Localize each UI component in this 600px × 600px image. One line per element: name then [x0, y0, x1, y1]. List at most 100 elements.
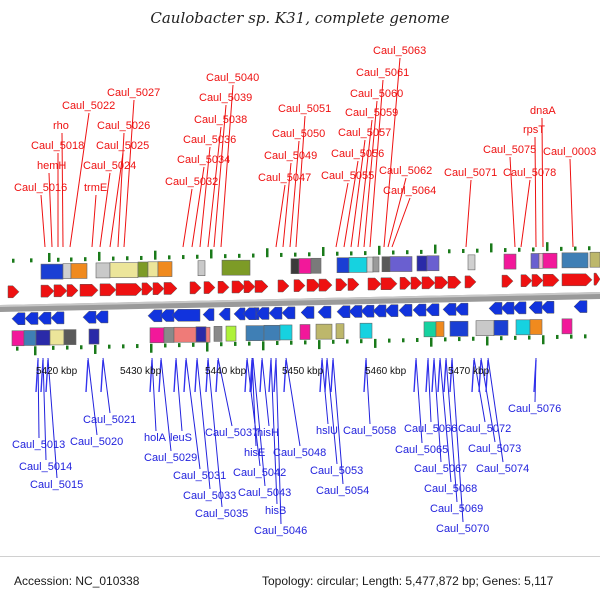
- gene-label[interactable]: hisH: [257, 427, 280, 439]
- gene-label[interactable]: Caul_5067: [414, 463, 468, 475]
- reverse-gene-arrow[interactable]: [488, 302, 503, 315]
- feature-block[interactable]: [336, 257, 350, 273]
- forward-gene-arrow[interactable]: [7, 285, 20, 299]
- feature-block[interactable]: [435, 321, 445, 337]
- forward-gene-arrow[interactable]: [203, 281, 216, 294]
- reverse-gene-arrow[interactable]: [255, 307, 270, 320]
- reverse-gene-arrow[interactable]: [281, 306, 296, 320]
- forward-gene-arrow[interactable]: [335, 278, 348, 291]
- gene-label[interactable]: Caul_5073: [468, 443, 522, 455]
- feature-block[interactable]: [561, 318, 573, 335]
- gene-label[interactable]: Caul_5021: [83, 414, 137, 426]
- gene-label[interactable]: Caul_5016: [14, 182, 68, 194]
- gene-label[interactable]: Caul_5071: [444, 167, 498, 179]
- feature-block[interactable]: [35, 329, 51, 346]
- forward-gene-arrow[interactable]: [66, 284, 79, 297]
- forward-gene-arrow[interactable]: [410, 276, 423, 290]
- forward-gene-arrow[interactable]: [306, 279, 321, 292]
- feature-block[interactable]: [530, 253, 540, 269]
- gene-label[interactable]: Caul_5020: [70, 436, 124, 448]
- forward-gene-arrow[interactable]: [318, 278, 333, 292]
- reverse-gene-arrow[interactable]: [336, 305, 351, 318]
- feature-block[interactable]: [109, 262, 139, 278]
- reverse-gene-arrow[interactable]: [573, 300, 588, 313]
- feature-block[interactable]: [381, 256, 391, 273]
- gene-label[interactable]: Caul_5053: [310, 465, 364, 477]
- gene-label[interactable]: Caul_5013: [12, 439, 66, 451]
- feature-block[interactable]: [149, 327, 165, 344]
- forward-gene-arrow[interactable]: [593, 272, 600, 286]
- forward-gene-arrow[interactable]: [231, 280, 246, 294]
- feature-block[interactable]: [263, 324, 281, 341]
- forward-feature-blocks[interactable]: [40, 251, 600, 280]
- reverse-gene-arrow[interactable]: [425, 303, 440, 317]
- gene-label[interactable]: Caul_5018: [31, 140, 85, 152]
- reverse-gene-arrow[interactable]: [360, 304, 375, 318]
- reverse-gene-arrow[interactable]: [50, 311, 65, 325]
- reverse-gene-arrow[interactable]: [348, 305, 363, 318]
- gene-label[interactable]: Caul_5022: [62, 100, 116, 112]
- gene-label[interactable]: Caul_5035: [195, 508, 249, 520]
- gene-label[interactable]: Caul_5029: [144, 452, 198, 464]
- forward-gene-arrow[interactable]: [243, 280, 256, 293]
- forward-gene-arrow[interactable]: [53, 284, 68, 298]
- gene-label[interactable]: trmE: [84, 182, 108, 194]
- reverse-gene-arrow[interactable]: [398, 304, 413, 317]
- reverse-gene-arrow[interactable]: [442, 303, 457, 316]
- feature-block[interactable]: [197, 260, 206, 277]
- forward-gene-arrow[interactable]: [99, 283, 117, 297]
- feature-block[interactable]: [147, 261, 159, 278]
- forward-gene-arrow[interactable]: [421, 276, 436, 290]
- gene-label[interactable]: Caul_5060: [350, 88, 404, 100]
- gene-label[interactable]: Caul_5026: [97, 120, 151, 132]
- forward-gene-arrow[interactable]: [531, 274, 544, 287]
- forward-gene-arrow[interactable]: [79, 284, 99, 297]
- feature-block[interactable]: [63, 329, 77, 345]
- gene-label[interactable]: Caul_5057: [338, 127, 392, 139]
- gene-label[interactable]: Caul_5050: [272, 128, 326, 140]
- forward-gene-arrow[interactable]: [464, 275, 477, 289]
- gene-label[interactable]: rpsT: [523, 124, 545, 136]
- feature-block[interactable]: [315, 323, 333, 340]
- gene-label[interactable]: Caul_5014: [19, 461, 73, 473]
- forward-gene-arrows[interactable]: [7, 272, 600, 299]
- forward-gene-arrow[interactable]: [293, 279, 306, 292]
- gene-label[interactable]: Caul_5034: [177, 154, 231, 166]
- feature-block[interactable]: [279, 324, 293, 341]
- feature-block[interactable]: [163, 327, 175, 343]
- reverse-gene-arrow[interactable]: [268, 306, 283, 320]
- feature-block[interactable]: [348, 257, 368, 273]
- forward-gene-arrow[interactable]: [561, 273, 593, 287]
- gene-label[interactable]: hisE: [244, 447, 266, 459]
- gene-label[interactable]: Caul_5076: [508, 403, 562, 415]
- gene-label[interactable]: hslU: [316, 425, 339, 437]
- feature-block[interactable]: [467, 254, 476, 271]
- gene-label[interactable]: Caul_5039: [199, 92, 253, 104]
- reverse-gene-arrow[interactable]: [94, 310, 109, 324]
- gene-label[interactable]: Caul_5025: [96, 140, 150, 152]
- forward-gene-arrow[interactable]: [434, 276, 449, 289]
- gene-label[interactable]: Caul_5051: [278, 103, 332, 115]
- reverse-gene-arrow[interactable]: [528, 301, 543, 314]
- feature-block[interactable]: [542, 252, 558, 269]
- reverse-feature-blocks[interactable]: [11, 318, 573, 347]
- feature-block[interactable]: [62, 263, 72, 279]
- feature-block[interactable]: [23, 330, 37, 346]
- feature-block[interactable]: [561, 252, 589, 269]
- gene-label[interactable]: Caul_5015: [30, 479, 84, 491]
- gene-label[interactable]: hemH: [37, 160, 67, 172]
- feature-block[interactable]: [213, 326, 223, 342]
- gene-label[interactable]: Caul_5075: [483, 144, 537, 156]
- feature-block[interactable]: [299, 324, 311, 340]
- forward-gene-arrow[interactable]: [217, 281, 230, 294]
- reverse-gene-arrow[interactable]: [317, 305, 332, 319]
- reverse-gene-arrow[interactable]: [218, 308, 231, 321]
- feature-block[interactable]: [423, 321, 437, 338]
- forward-gene-arrow[interactable]: [447, 276, 462, 289]
- forward-gene-arrow[interactable]: [399, 277, 412, 290]
- gene-label[interactable]: Caul_5062: [379, 165, 433, 177]
- reverse-gene-arrow[interactable]: [454, 302, 469, 316]
- forward-gene-arrow[interactable]: [141, 282, 154, 296]
- gene-label[interactable]: Caul_5043: [238, 487, 292, 499]
